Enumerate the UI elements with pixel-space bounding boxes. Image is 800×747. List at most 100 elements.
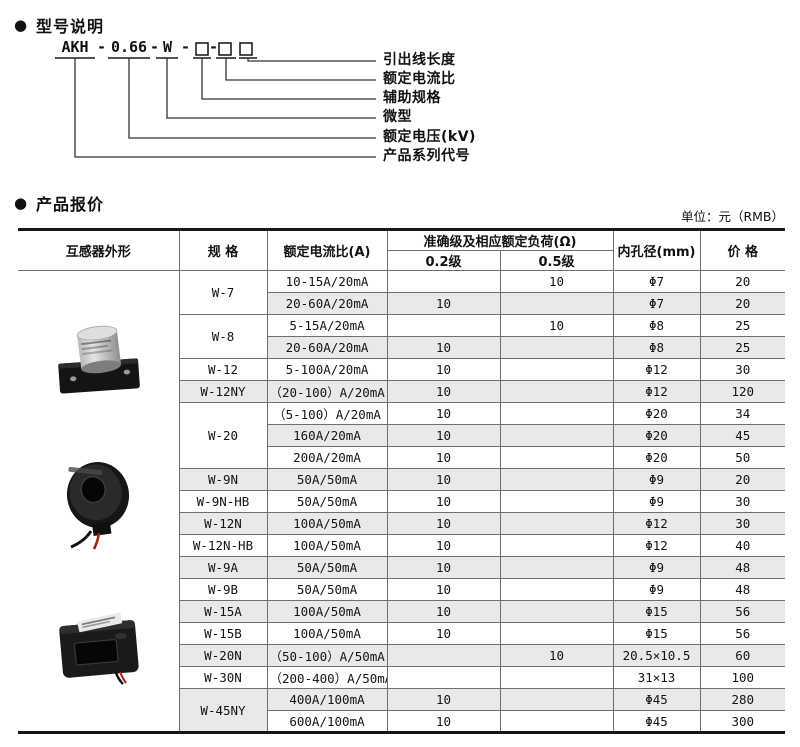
price-cell: 45 (699, 424, 785, 447)
ratio-cell: 160A/20mA (266, 424, 387, 447)
label-micro: 微型 (383, 109, 412, 125)
col-header-spec: 规 格 (178, 229, 267, 271)
col-header-accuracy: 准确级及相应额定负荷(Ω) (386, 229, 613, 251)
spec-cell: W-45NY (178, 688, 267, 733)
class05-cell (499, 336, 613, 359)
col-header-shape: 互感器外形 (18, 229, 179, 271)
bore-cell: Φ8 (612, 314, 700, 337)
table-row: 20-60A/20mA 10 Φ7 20 (18, 292, 785, 315)
class02-cell: 10 (386, 336, 500, 359)
model-section-title: 型号说明 (36, 17, 105, 36)
bore-cell: Φ45 (612, 710, 700, 733)
class05-cell: 10 (499, 644, 613, 667)
bore-cell: Φ15 (612, 622, 700, 645)
class02-cell (386, 666, 500, 689)
ratio-cell: 10-15A/20mA (266, 270, 387, 293)
spec-cell: W-8 (178, 314, 267, 359)
price-cell: 48 (699, 578, 785, 601)
table-row: 160A/20mA 10 Φ20 45 (18, 424, 785, 447)
class05-cell (499, 424, 613, 447)
bore-cell: Φ8 (612, 336, 700, 359)
spec-cell: W-12NY (178, 380, 267, 403)
table-row: W-9N 50A/50mA 10 Φ9 20 (18, 468, 785, 491)
bore-cell: Φ15 (612, 600, 700, 623)
ratio-cell: （20-100）A/20mA (266, 380, 387, 403)
spec-cell: W-15B (178, 622, 267, 645)
ratio-cell: 50A/50mA (266, 556, 387, 579)
price-cell: 30 (699, 490, 785, 513)
price-table-wrap: 互感器外形 规 格 额定电流比(A) 准确级及相应额定负荷(Ω) 内孔径(mm)… (18, 228, 785, 734)
spec-cell: W-9A (178, 556, 267, 579)
ratio-cell: 20-60A/20mA (266, 336, 387, 359)
class02-cell: 10 (386, 556, 500, 579)
label-aux-spec: 辅助规格 (383, 90, 441, 106)
class05-cell (499, 556, 613, 579)
col-header-class02: 0.2级 (386, 250, 500, 271)
bore-cell: Φ12 (612, 534, 700, 557)
class05-cell (499, 578, 613, 601)
price-cell: 25 (699, 336, 785, 359)
header-subrow: 0.2级 0.5级 (18, 250, 785, 271)
price-cell: 56 (699, 600, 785, 623)
price-cell: 20 (699, 468, 785, 491)
price-cell: 34 (699, 402, 785, 425)
label-series-code: 产品系列代号 (383, 148, 470, 164)
label-current-ratio: 额定电流比 (383, 71, 456, 87)
ratio-cell: 100A/50mA (266, 600, 387, 623)
table-row: W-12N-HB 100A/50mA 10 Φ12 40 (18, 534, 785, 557)
shape-column (18, 270, 179, 733)
ratio-cell: （200-400）A/50mA (266, 666, 387, 689)
class02-cell: 10 (386, 688, 500, 711)
class05-cell: 10 (499, 314, 613, 337)
price-cell: 40 (699, 534, 785, 557)
model-dash: - (180, 38, 191, 56)
model-voltage: 0.66 (110, 38, 148, 56)
bore-cell: Φ9 (612, 490, 700, 513)
model-micro-code: W (162, 38, 173, 56)
col-header-bore: 内孔径(mm) (612, 229, 700, 271)
price-cell: 48 (699, 556, 785, 579)
spec-cell: W-9N (178, 468, 267, 491)
table-row: W-15A 100A/50mA 10 Φ15 56 (18, 600, 785, 623)
ratio-cell: 100A/50mA (266, 534, 387, 557)
ratio-cell: 100A/50mA (266, 512, 387, 535)
table-row: W-12 5-100A/20mA 10 Φ12 30 (18, 358, 785, 381)
ratio-cell: 200A/20mA (266, 446, 387, 469)
bore-cell: 20.5×10.5 (612, 644, 700, 667)
price-section-title: 产品报价 (36, 195, 105, 214)
spec-cell: W-12 (178, 358, 267, 381)
table-row: W-12N 100A/50mA 10 Φ12 30 (18, 512, 785, 535)
price-cell: 50 (699, 446, 785, 469)
table-row: 600A/100mA 10 Φ45 300 (18, 710, 785, 733)
rectangular-transformer-photo (59, 612, 139, 685)
bore-cell: Φ7 (612, 292, 700, 315)
class05-cell (499, 490, 613, 513)
table-row: W-15B 100A/50mA 10 Φ15 56 (18, 622, 785, 645)
table-row: W-20 （5-100）A/20mA 10 Φ20 34 (18, 402, 785, 469)
class02-cell: 10 (386, 468, 500, 491)
class05-cell (499, 358, 613, 381)
price-cell: 30 (699, 358, 785, 381)
price-cell: 30 (699, 512, 785, 535)
class02-cell: 10 (386, 600, 500, 623)
ring-transformer-photo (66, 462, 130, 550)
ratio-cell: 400A/100mA (266, 688, 387, 711)
class02-cell: 10 (386, 446, 500, 469)
spec-cell: W-20N (178, 644, 267, 667)
table-row: W-9A 50A/50mA 10 Φ9 48 (18, 556, 785, 579)
class02-cell: 10 (386, 578, 500, 601)
ratio-cell: 50A/50mA (266, 578, 387, 601)
class05-cell (499, 666, 613, 689)
price-cell: 100 (699, 666, 785, 689)
class02-cell: 10 (386, 622, 500, 645)
flat-base-transformer-photo (58, 325, 140, 394)
class02-cell: 10 (386, 292, 500, 315)
bore-cell: Φ20 (612, 424, 700, 447)
diagram-lines (55, 42, 376, 158)
price-cell: 20 (699, 292, 785, 315)
label-lead-length: 引出线长度 (383, 52, 456, 68)
class05-cell: 10 (499, 270, 613, 293)
class02-cell: 10 (386, 490, 500, 513)
bore-cell: Φ12 (612, 380, 700, 403)
